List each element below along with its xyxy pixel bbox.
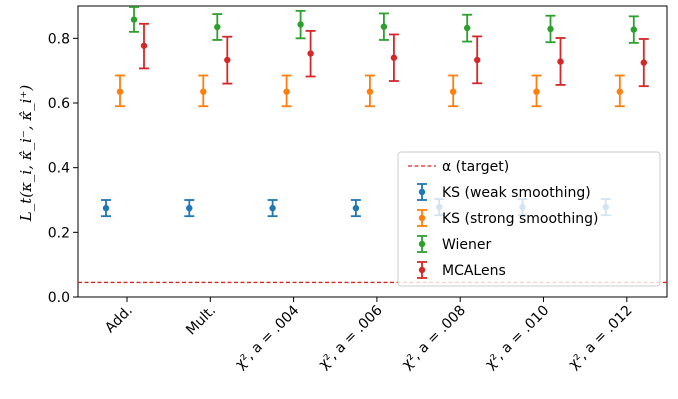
- data-point-2-2: [297, 21, 304, 28]
- y-tick-label-0: 0.0: [48, 290, 70, 306]
- data-point-2-3: [380, 23, 388, 30]
- data-point-3-0: [140, 42, 148, 49]
- legend-box: [397, 151, 661, 287]
- data-point-3-2: [307, 50, 314, 57]
- legend-label-2: Wiener: [442, 237, 492, 253]
- data-point-3-4: [474, 56, 481, 64]
- data-point-1-0: [116, 88, 124, 95]
- data-point-3-3: [390, 54, 398, 61]
- series-2: [129, 6, 639, 44]
- legend-label-1: KS (strong smoothing): [442, 211, 599, 227]
- x-tick-label-3: χ², a = .006: [316, 302, 386, 372]
- x-tick-label-6: χ², a = .012: [566, 303, 636, 373]
- series-1: [115, 74, 625, 108]
- series-3: [139, 22, 649, 88]
- x-tick-label-5: χ², a = .010: [482, 303, 552, 373]
- data-point-3-5: [557, 58, 564, 65]
- data-point-0-0: [102, 204, 110, 212]
- x-tick-label-0: Add.: [102, 303, 136, 337]
- data-point-1-5: [533, 88, 540, 95]
- data-point-1-3: [366, 88, 374, 95]
- data-point-3-6: [640, 59, 647, 66]
- data-point-2-1: [214, 23, 221, 31]
- data-point-2-4: [464, 24, 471, 32]
- data-point-1-2: [283, 88, 290, 95]
- legend: α (target) KS (weak smoothing) KS (strong …: [397, 151, 661, 287]
- data-point-1-4: [450, 88, 457, 95]
- y-tick-label-2: 0.4: [48, 161, 70, 177]
- data-point-2-0: [130, 16, 138, 23]
- data-point-2-5: [547, 25, 554, 33]
- legend-handle-marker-0: [418, 188, 426, 196]
- x-tick-label-1: Mult.: [183, 303, 219, 339]
- data-point-3-1: [224, 56, 231, 64]
- legend-handle-marker-3: [418, 266, 426, 274]
- y-tick-label-4: 0.8: [48, 31, 70, 47]
- legend-handle-marker-1: [418, 214, 426, 222]
- data-point-0-1: [186, 204, 193, 212]
- legend-label-3: MCALens: [442, 263, 506, 279]
- data-point-1-6: [616, 88, 623, 95]
- plot-frame: [77, 5, 668, 298]
- x-tick-label-2: χ², a = .004: [232, 302, 302, 372]
- y-axis-label: L_t(κ_i, κ̂_i⁻, κ̂_i⁺): [17, 85, 35, 223]
- x-tick-label-4: χ², a = .008: [399, 303, 469, 373]
- y-tick-label-1: 0.2: [48, 225, 70, 241]
- y-tick-label-3: 0.6: [48, 96, 70, 112]
- legend-handle-marker-2: [418, 240, 426, 248]
- data-point-0-3: [352, 204, 360, 212]
- data-point-2-6: [630, 26, 637, 33]
- data-point-0-2: [269, 204, 276, 212]
- data-point-1-1: [200, 88, 207, 95]
- legend-label-0: KS (weak smoothing): [442, 185, 591, 201]
- legend-label-reference: α (target): [442, 159, 509, 175]
